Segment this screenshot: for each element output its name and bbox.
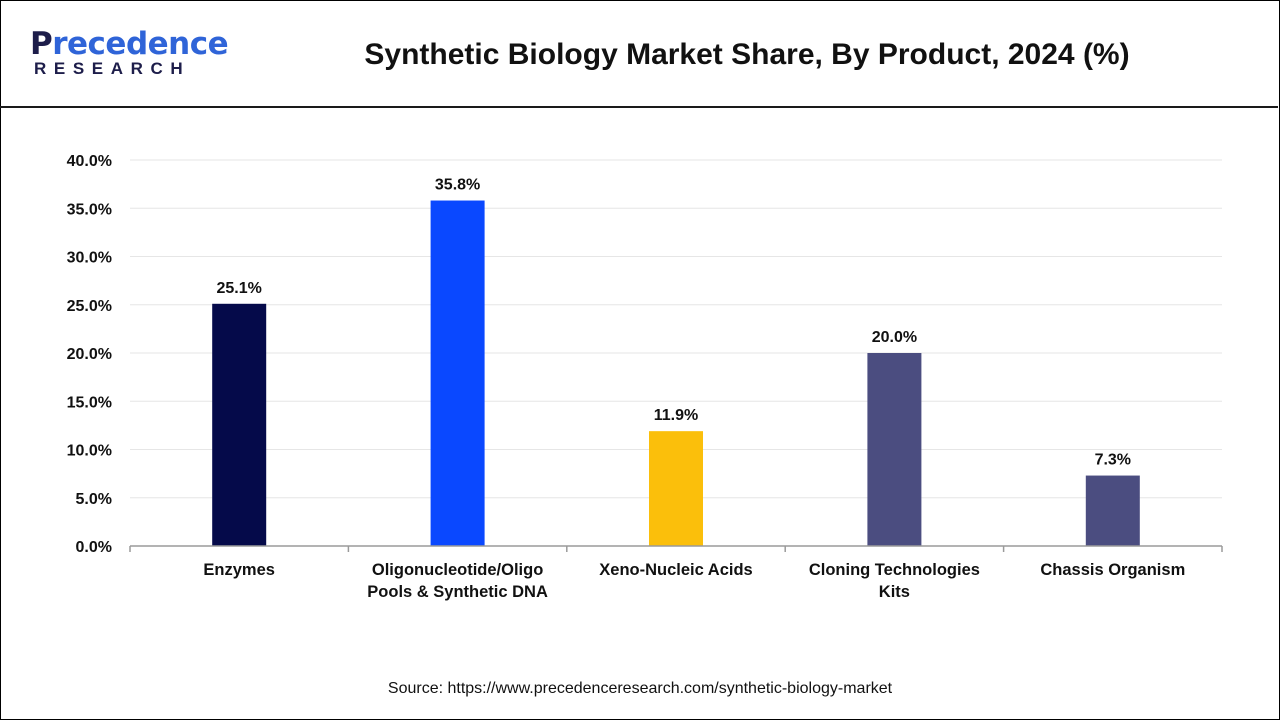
- y-axis: 0.0% 5.0% 10.0% 15.0% 20.0% 25.0% 30.0% 35.0% 40…: [67, 153, 112, 556]
- logo-wordmark: Precedence: [30, 26, 229, 62]
- bars: [212, 200, 1140, 546]
- y-tick-label: 15.0%: [67, 394, 112, 411]
- value-labels: 25.1% 35.8% 11.9% 20.0% 7.3%: [217, 177, 1132, 469]
- x-tick-label: Enzymes: [203, 561, 275, 579]
- bar: [212, 303, 267, 546]
- gridlines: [130, 159, 1222, 499]
- y-tick-label: 30.0%: [67, 250, 112, 267]
- x-tick-label: Xeno-Nucleic Acids: [599, 561, 753, 579]
- y-tick-label: 10.0%: [67, 443, 112, 460]
- bar: [430, 200, 485, 546]
- bar: [1085, 475, 1140, 546]
- x-tick-label: Chassis Organism: [1040, 561, 1186, 579]
- bar: [649, 431, 703, 546]
- y-tick-label: 20.0%: [67, 346, 112, 363]
- data-label: 11.9%: [654, 407, 698, 424]
- x-axis: [129, 545, 1223, 552]
- y-tick-label: 40.0%: [67, 153, 112, 170]
- logo-subtitle: RESEARCH: [34, 59, 191, 78]
- bar: [867, 353, 922, 546]
- data-label: 7.3%: [1095, 452, 1131, 469]
- logo-letter-p: P: [30, 26, 53, 62]
- header: Precedence RESEARCH Synthetic Biology Ma…: [0, 0, 1278, 108]
- source-note: Source: https://www.precedenceresearch.c…: [387, 680, 893, 697]
- data-label: 20.0%: [872, 329, 917, 346]
- y-tick-label: 0.0%: [76, 539, 112, 556]
- bar-chart: 0.0% 5.0% 10.0% 15.0% 20.0% 25.0% 30.0% 35.0% 40…: [67, 153, 1223, 556]
- y-tick-label: 25.0%: [67, 298, 112, 315]
- y-tick-label: 35.0%: [67, 201, 112, 218]
- data-label: 35.8%: [435, 177, 480, 194]
- y-tick-label: 5.0%: [76, 491, 112, 508]
- x-tick-label: Oligonucleotide/Oligo Pools & Synthetic D…: [367, 561, 548, 601]
- data-label: 25.1%: [217, 280, 262, 297]
- precedence-research-logo: Precedence RESEARCH: [30, 26, 230, 82]
- logo-word-rest: recedence: [52, 26, 229, 62]
- chart-title: Synthetic Biology Market Share, By Produ…: [364, 38, 1130, 71]
- x-tick-label: Cloning Technologies Kits: [808, 561, 980, 601]
